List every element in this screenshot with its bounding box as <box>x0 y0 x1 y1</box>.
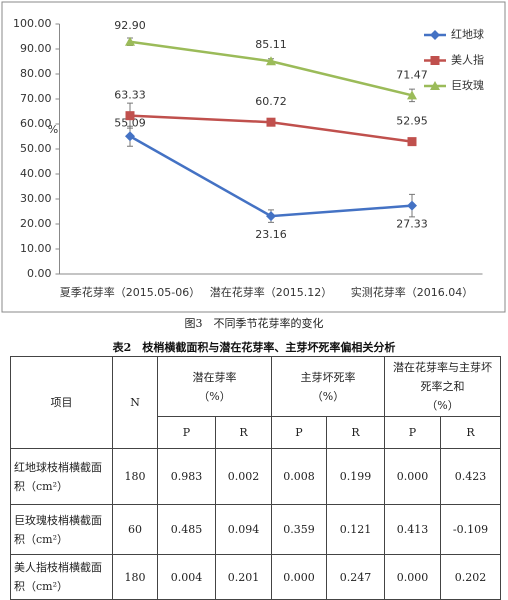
data-label: 52.95 <box>396 115 428 128</box>
header-sub: R <box>215 416 272 449</box>
table-cell: 0.201 <box>215 554 272 600</box>
table-cell: 0.000 <box>384 554 441 600</box>
x-tick-label: 潜在花芽率（2015.12） <box>210 285 333 299</box>
table-cell: 0.000 <box>271 554 327 600</box>
table-cell: 0.423 <box>440 448 501 505</box>
table: 项目 N 潜在芽率 （%） 主芽坏死率 （%） 潜在花芽率与主芽坏死率之和 （%） P R P R P R… <box>10 356 501 600</box>
row-label: 巨玫瑰枝梢横截面积（cm²） <box>10 504 113 555</box>
x-tick-label: 实测花芽率（2016.04） <box>351 285 474 299</box>
header-cell: N <box>112 356 158 449</box>
table-cell: 0.202 <box>440 554 501 600</box>
header-text: 潜在花芽率与主芽坏死率之和 <box>393 361 492 393</box>
header-group: 潜在芽率 （%） <box>157 356 272 417</box>
table-cell: 180 <box>112 448 158 505</box>
header-text: 主芽坏死率 <box>300 370 356 384</box>
header-sub: R <box>440 416 501 449</box>
table-cell: -0.109 <box>440 504 501 555</box>
header-sub: P <box>157 416 216 449</box>
table-cell: 0.413 <box>384 504 441 555</box>
table-title: 表2 枝梢横截面积与潜在花芽率、主芽坏死率偏相关分析 <box>112 341 396 354</box>
figure-caption: 图3 不同季节花芽率的变化 <box>184 317 324 330</box>
y-tick-label: 50.00 <box>20 142 52 155</box>
table-row: 美人指枝梢横截面积（cm²） 180 0.004 0.201 0.000 0.247 0.0… <box>10 554 501 600</box>
y-tick-label: 60.00 <box>20 117 52 130</box>
chart: % 0.00 10.00 20.00 30.00 40.00 50.00 60.00 70.0… <box>1 1 506 313</box>
table-cell: 0.008 <box>271 448 327 505</box>
header-text: （%） <box>311 389 345 403</box>
y-tick-label: 30.00 <box>20 192 52 205</box>
table-cell: 0.983 <box>157 448 216 505</box>
y-tick-label: 90.00 <box>20 42 52 55</box>
table-cell: 0.002 <box>215 448 272 505</box>
header-text: 潜在芽率 <box>192 370 237 384</box>
y-tick-label: 10.00 <box>20 242 52 255</box>
y-tick-label: 100.00 <box>13 17 52 30</box>
marker <box>407 90 417 100</box>
data-label: 63.33 <box>114 89 146 102</box>
y-axis-label: % <box>48 123 58 136</box>
row-label: 红地球枝梢横截面积（cm²） <box>10 448 113 505</box>
data-label: 71.47 <box>396 68 428 81</box>
table-cell: 180 <box>112 554 158 600</box>
table-cell: 0.199 <box>326 448 385 505</box>
legend-label: 巨玫瑰 <box>451 78 484 92</box>
y-tick-label: 80.00 <box>20 67 52 80</box>
chart-border <box>1 1 506 313</box>
y-tick-label: 0.00 <box>27 267 52 280</box>
table-row: 红地球枝梢横截面积（cm²） 180 0.983 0.002 0.008 0.199 0.0… <box>10 448 501 505</box>
marker <box>125 36 135 46</box>
header-sub: P <box>271 416 327 449</box>
marker <box>430 30 440 40</box>
data-label: 92.90 <box>114 19 146 32</box>
marker <box>430 56 440 65</box>
table-row: 项目 N 潜在芽率 （%） 主芽坏死率 （%） 潜在花芽率与主芽坏死率之和 （%） <box>10 356 501 449</box>
series-line <box>129 135 413 218</box>
marker <box>266 211 276 222</box>
header-group: 主芽坏死率 （%） <box>271 356 385 417</box>
marker <box>266 56 276 66</box>
table-cell: 0.004 <box>157 554 216 600</box>
row-label: 美人指枝梢横截面积（cm²） <box>10 554 113 600</box>
header-cell: 项目 <box>10 356 113 449</box>
marker <box>407 200 417 211</box>
table-cell: 0.000 <box>384 448 441 505</box>
header-text: （%） <box>198 389 231 403</box>
data-label: 85.11 <box>255 38 287 51</box>
marker <box>430 81 440 90</box>
table-cell: 0.485 <box>157 504 216 555</box>
table-row: 巨玫瑰枝梢横截面积（cm²） 60 0.485 0.094 0.359 0.121 0.41… <box>10 504 501 555</box>
header-sub: P <box>384 416 441 449</box>
table-cell: 0.359 <box>271 504 327 555</box>
legend-label: 红地球 <box>451 27 484 41</box>
data-label: 23.16 <box>255 228 287 241</box>
header-text: （%） <box>426 399 459 412</box>
table-cell: 0.247 <box>326 554 385 600</box>
table-cell: 60 <box>112 504 158 555</box>
x-tick-label: 夏季花芽率（2015.05-06） <box>60 285 200 299</box>
marker <box>125 111 135 121</box>
table-cell: 0.094 <box>215 504 272 555</box>
table-cell: 0.121 <box>326 504 385 555</box>
marker <box>407 137 417 147</box>
y-tick-label: 20.00 <box>20 217 52 230</box>
marker <box>125 131 135 142</box>
header-group: 潜在花芽率与主芽坏死率之和 （%） <box>384 356 501 417</box>
legend-label: 美人指 <box>451 53 484 67</box>
data-label: 27.33 <box>396 218 428 231</box>
y-tick-label: 70.00 <box>20 92 52 105</box>
y-tick-label: 40.00 <box>20 167 52 180</box>
data-label: 60.72 <box>255 95 287 108</box>
header-sub: R <box>326 416 385 449</box>
marker <box>266 117 276 127</box>
